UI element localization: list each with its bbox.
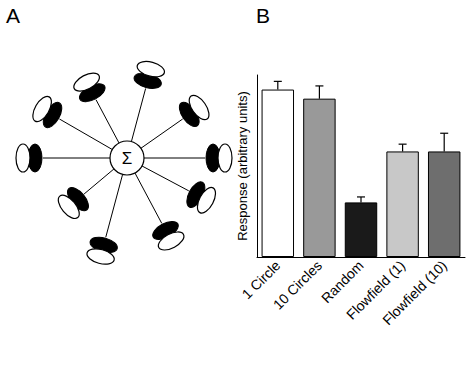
svg-text:Σ: Σ: [122, 149, 133, 168]
html-text:A: A: [6, 4, 20, 27]
svg-text:10 Circles: 10 Circles: [270, 257, 325, 312]
svg-text:1 Circle: 1 Circle: [238, 257, 284, 303]
svg-text:Response (arbitrary units): Response (arbitrary units): [235, 91, 250, 241]
html-text:B: B: [256, 4, 270, 27]
svg-text:Random: Random: [318, 257, 367, 306]
svg-text:Flowfield (10): Flowfield (10): [379, 257, 450, 328]
svg-text:Flowfield (1): Flowfield (1): [343, 257, 409, 323]
